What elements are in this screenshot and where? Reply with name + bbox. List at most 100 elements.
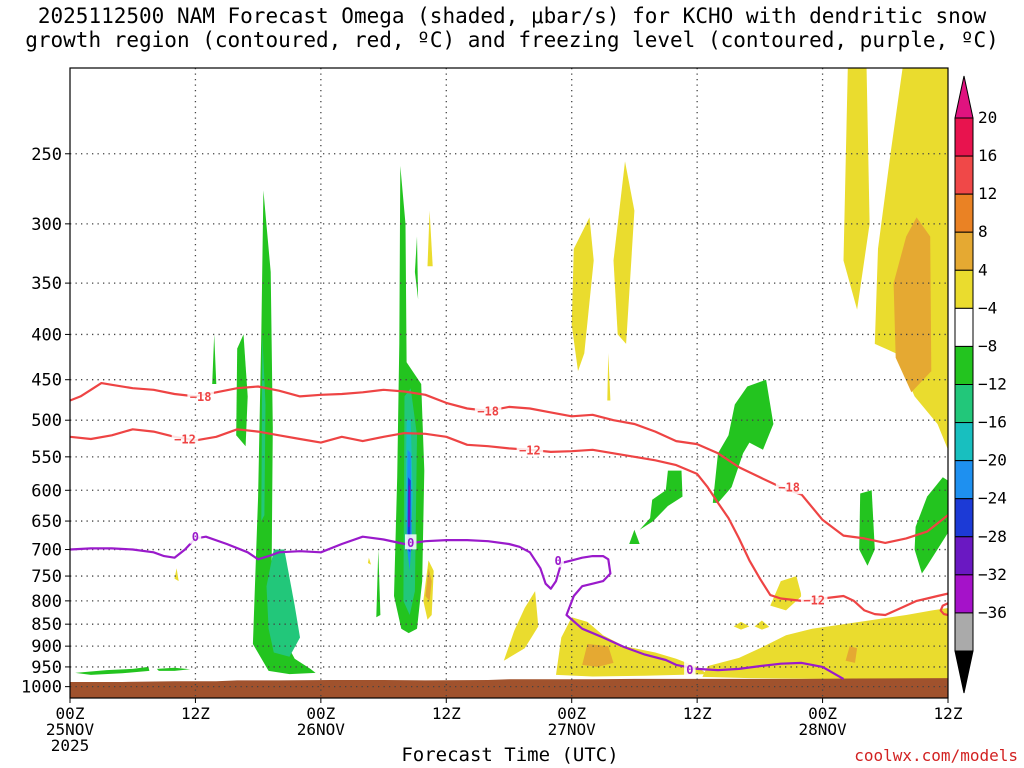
- colorbar-swatch-13: [954, 574, 974, 614]
- y-tick-label-600: 600: [31, 481, 62, 501]
- omega-region-15: [261, 334, 266, 522]
- colorbar-swatch-7: [954, 345, 974, 385]
- x-tick-label-72-2: 28NOV: [798, 720, 847, 739]
- omega-region-8: [639, 470, 683, 530]
- colorbar-label-3: 12: [978, 184, 997, 203]
- colorbar-label-2: 16: [978, 146, 997, 165]
- omega-region-27: [503, 591, 539, 661]
- chart-title-line-1: 2025112500 NAM Forecast Omega (shaded, μ…: [37, 4, 987, 28]
- y-tick-label-250: 250: [31, 145, 62, 165]
- omega-region-21: [843, 68, 870, 310]
- colorbar-swatch-8: [954, 384, 974, 424]
- omega-region-12: [75, 666, 150, 675]
- colorbar-swatch-2: [954, 155, 974, 195]
- colorbar-swatch-10: [954, 460, 974, 500]
- x-tick-label-12-1: 12Z: [181, 704, 210, 723]
- omega-region-39: [425, 568, 432, 601]
- x-tick-label-24-1: 00Z: [306, 704, 335, 723]
- chart-title: 2025112500 NAM Forecast Omega (shaded, μ…: [0, 4, 1024, 52]
- x-tick-label-84-1: 12Z: [934, 704, 963, 723]
- contour-label-4: −12: [174, 432, 196, 446]
- omega-region-1: [252, 190, 316, 675]
- omega-region-38: [845, 646, 858, 663]
- contour-label-bg-3: [775, 479, 803, 495]
- contour-label-bg-4: [171, 430, 199, 446]
- omega-region-37: [582, 644, 614, 667]
- omega-region-29: [702, 608, 948, 680]
- colorbar-label-1: 20: [978, 108, 997, 127]
- colorbar-label-13: −32: [978, 565, 1007, 584]
- source-credit: coolwx.com/models: [854, 746, 1018, 765]
- axis-layer: 2503003504004505005506006507007508008509…: [21, 67, 963, 755]
- colorbar-label-14: −36: [978, 603, 1007, 622]
- colorbar-top-arrow: [954, 75, 974, 119]
- contour-label-6: −12: [803, 593, 825, 607]
- contour-label-bg-8: [404, 534, 417, 550]
- y-tick-label-900: 900: [31, 637, 62, 657]
- colorbar-label-10: −20: [978, 451, 1007, 470]
- colorbar: 20 16 12 8 4 −4 −8 −12 −16 −20 −24 −28 −32 −36: [954, 75, 1007, 694]
- contour-dendritic-12: [70, 428, 948, 617]
- omega-region-25: [427, 210, 433, 267]
- contour-label-2: −18: [477, 404, 499, 418]
- terrain-ground: [70, 678, 948, 698]
- y-tick-label-400: 400: [31, 325, 62, 345]
- contour-label-9: 0: [555, 554, 562, 568]
- contour-label-bg-6: [800, 591, 828, 607]
- colorbar-label-6: −4: [978, 298, 997, 317]
- contour-label-7: 0: [192, 530, 199, 544]
- contour-label-5: −12: [519, 443, 541, 457]
- colorbar-swatch-9: [954, 422, 974, 462]
- chart-title-line-2: growth region (contoured, red, ºC) and f…: [25, 28, 999, 52]
- plot-layer: −18 −18 −18 −12 −12 −12 0 0 0 0: [70, 68, 948, 698]
- contour-label-10: 0: [686, 663, 693, 677]
- omega-region-30: [733, 621, 750, 630]
- omega-region-31: [754, 620, 770, 630]
- contour-dendritic-12-edge: [939, 602, 948, 617]
- contour-freezing-0: [70, 535, 845, 680]
- x-tick-label-0-2: 25NOV: [46, 720, 95, 739]
- y-tick-label-450: 450: [31, 371, 62, 391]
- contour-dendritic-18: [70, 382, 948, 544]
- x-tick-label-36-1: 12Z: [432, 704, 461, 723]
- omega-region-5: [414, 236, 419, 300]
- colorbar-swatch-1: [954, 117, 974, 157]
- x-tick-label-0-1: 00Z: [56, 704, 85, 723]
- omega-region-3: [212, 334, 217, 384]
- x-tick-label-48-2: 27NOV: [548, 720, 597, 739]
- colorbar-swatch-3: [954, 193, 974, 233]
- omega-region-9: [629, 529, 640, 544]
- colorbar-swatch-6: [954, 307, 974, 347]
- x-axis-label: Forecast Time (UTC): [401, 744, 619, 766]
- x-tick-label-24-2: 26NOV: [297, 720, 346, 739]
- colorbar-label-12: −28: [978, 527, 1007, 546]
- omega-region-7: [712, 379, 774, 503]
- y-tick-label-800: 800: [31, 592, 62, 612]
- colorbar-label-8: −12: [978, 375, 1007, 394]
- omega-region-14: [266, 549, 300, 657]
- omega-region-2: [236, 334, 248, 447]
- y-tick-label-500: 500: [31, 411, 62, 431]
- y-tick-label-300: 300: [31, 215, 62, 235]
- x-tick-label-48-1: 00Z: [557, 704, 586, 723]
- omega-region-35: [367, 557, 371, 565]
- x-tick-label-72-1: 00Z: [808, 704, 837, 723]
- omega-region-24: [613, 161, 635, 344]
- omega-region-23: [571, 217, 594, 372]
- omega-region-10: [859, 490, 875, 566]
- colorbar-label-7: −8: [978, 336, 997, 355]
- omega-region-13: [156, 667, 191, 671]
- colorbar-label-5: 4: [978, 260, 988, 279]
- plot-area: −18 −18 −18 −12 −12 −12 0 0 0 0: [70, 68, 948, 698]
- omega-region-32: [770, 576, 802, 611]
- contour-label-1: −18: [190, 390, 212, 404]
- y-tick-label-700: 700: [31, 541, 62, 561]
- omega-region-11: [914, 477, 948, 574]
- contour-label-bg-9: [552, 552, 564, 568]
- omega-region-20: [408, 483, 411, 527]
- omega-region-26: [607, 353, 611, 401]
- y-tick-label-850: 850: [31, 615, 62, 635]
- colorbar-swatch-5: [954, 269, 974, 309]
- contour-label-8: 0: [407, 536, 414, 550]
